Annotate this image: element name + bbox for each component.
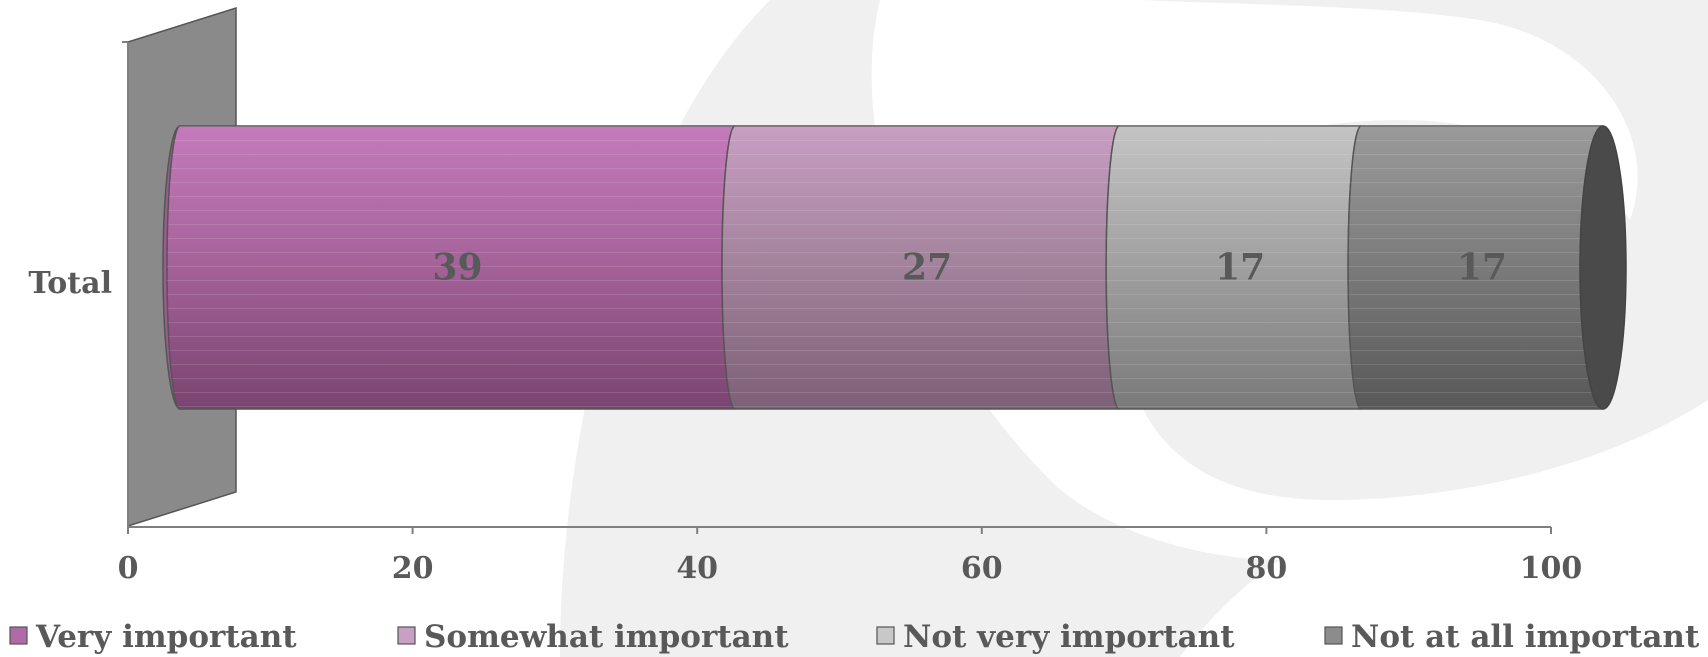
x-tick-label: 20 [392,551,434,586]
data-labels: 39 27 17 17 [432,247,1507,289]
legend-label-1: Very important [35,619,297,655]
legend-label-2: Somewhat important [424,619,789,655]
x-tick-label: 60 [961,551,1003,586]
bar-segment-shading [167,126,735,409]
legend-swatch-3 [876,626,895,645]
data-label-1: 39 [432,247,482,289]
data-label-3: 17 [1215,247,1265,289]
data-label-2: 27 [902,247,952,289]
x-tick-label: 80 [1246,551,1288,586]
bar-series [162,125,1627,410]
bar-segment-shading [721,126,1120,409]
legend-label-3: Not very important [903,619,1235,655]
legend: Very important Somewhat important Not very… [9,619,1700,655]
legend-swatch-2 [397,626,416,645]
legend-swatch-4 [1324,626,1343,645]
x-tick-label: 100 [1520,551,1583,586]
bar-segment-shading [1106,126,1362,409]
category-label: Total [28,266,112,301]
legend-label-4: Not at all important [1351,619,1700,655]
data-label-4: 17 [1457,247,1507,289]
legend-swatch-1 [9,626,28,645]
bar-segment-shading [1348,126,1603,409]
x-tick-label: 40 [676,551,718,586]
x-tick-label: 0 [118,551,139,586]
x-axis: 0 20 40 60 80 100 Total [28,41,1583,586]
cylinder-right-cap [1579,125,1627,410]
